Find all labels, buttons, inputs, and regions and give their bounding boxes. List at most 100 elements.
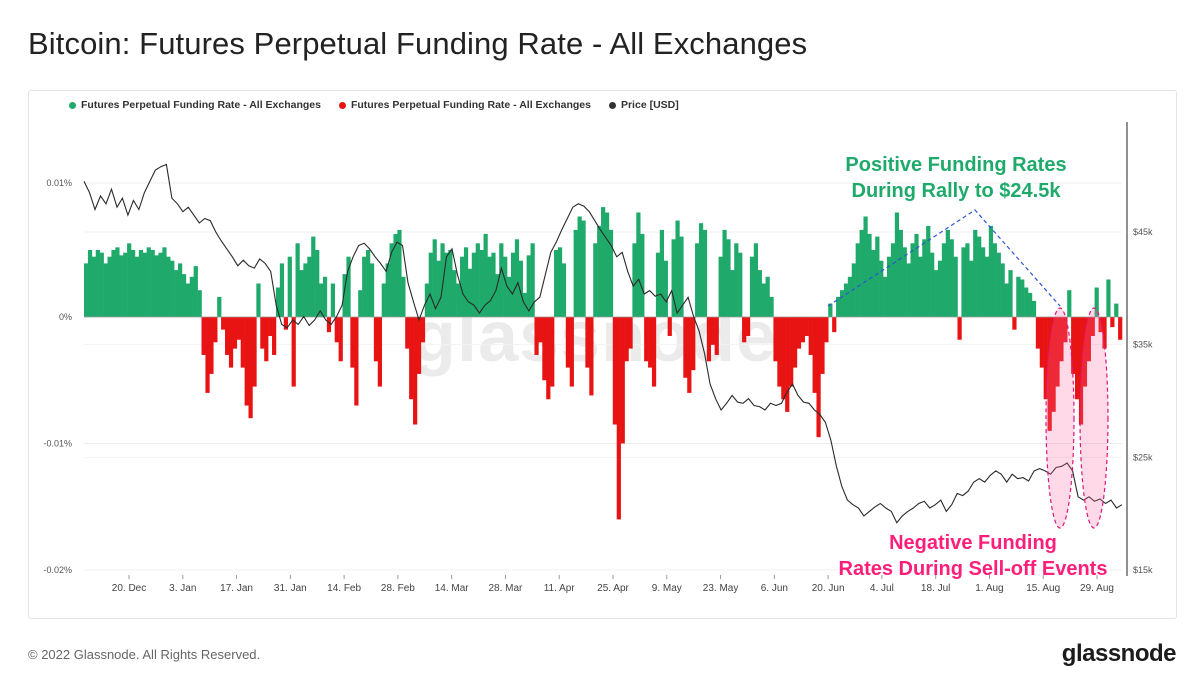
funding-bar-positive (557, 247, 563, 317)
funding-bar-positive (867, 233, 872, 317)
funding-bar-negative (213, 317, 218, 343)
funding-bar-negative (957, 317, 962, 340)
funding-bar-positive (362, 256, 367, 317)
funding-bar-positive (828, 303, 833, 317)
funding-bar-positive (675, 220, 680, 317)
legend-label: Futures Perpetual Funding Rate - All Exc… (81, 99, 321, 111)
funding-bar-positive (898, 229, 903, 317)
funding-bar-negative (413, 317, 418, 425)
funding-bar-positive (969, 260, 974, 317)
funding-bar-negative (706, 317, 712, 362)
funding-bar-negative (742, 317, 747, 343)
funding-bar-positive (679, 236, 684, 317)
funding-bar-negative (546, 317, 551, 400)
legend-dot-green (69, 101, 76, 109)
funding-bar-positive (593, 243, 598, 317)
funding-bar-positive (428, 252, 433, 317)
funding-bar-positive (401, 276, 406, 317)
funding-bar-positive (949, 239, 954, 317)
x-tick-label: 20. Dec (112, 583, 146, 594)
funding-bar-negative (1082, 317, 1088, 387)
funding-bar-positive (847, 276, 853, 317)
funding-bar-negative (1071, 317, 1076, 374)
funding-bar-positive (181, 274, 187, 317)
funding-bar-negative (416, 317, 422, 374)
funding-bar-positive (875, 236, 880, 317)
funding-bar-positive (510, 252, 516, 317)
legend-dot-red (338, 101, 346, 109)
funding-bar-positive (863, 216, 868, 317)
funding-bar-positive (279, 263, 285, 317)
funding-bar-negative (232, 317, 238, 349)
funding-bar-positive (702, 229, 708, 317)
annotation-positive-funding: Positive Funding Rates During Rally to $… (818, 152, 1094, 204)
funding-bar-negative (248, 317, 253, 419)
funding-bar-negative (808, 317, 813, 355)
funding-bar-positive (287, 256, 292, 317)
funding-bar-positive (342, 274, 347, 317)
funding-bar-negative (816, 317, 821, 438)
funding-bar-negative (832, 317, 837, 333)
funding-bar-positive (530, 243, 535, 317)
funding-bar-positive (436, 260, 441, 317)
y-left-tick-label: 0.01% (46, 178, 72, 188)
funding-bar-negative (1012, 317, 1017, 330)
funding-bar-positive (319, 283, 324, 317)
x-tick-label: 15. Aug (1026, 583, 1060, 594)
funding-bar-negative (1047, 317, 1052, 431)
funding-bar-positive (659, 229, 665, 317)
funding-bar-positive (448, 250, 453, 317)
funding-bar-negative (350, 317, 355, 368)
funding-bar-negative (777, 317, 782, 387)
funding-bar-negative (796, 317, 802, 349)
funding-bar-positive (996, 252, 1001, 317)
funding-bar-positive (127, 243, 132, 317)
funding-bar-positive (1031, 300, 1037, 317)
x-tick-label: 28. Feb (381, 583, 415, 594)
funding-bar-positive (1027, 292, 1033, 317)
funding-bar-positive (761, 283, 766, 317)
funding-bar-negative (800, 317, 806, 343)
funding-bar-positive (718, 256, 723, 317)
funding-bar-negative (651, 317, 657, 387)
funding-bar-positive (134, 256, 140, 317)
funding-bar-positive (698, 223, 704, 317)
funding-bar-positive (910, 243, 915, 317)
y-right-tick-label: $25k (1133, 452, 1153, 462)
funding-bar-positive (467, 268, 473, 317)
funding-bar-positive (84, 263, 89, 317)
funding-bar-positive (322, 276, 328, 317)
funding-bar-negative (648, 317, 653, 368)
funding-bar-positive (303, 263, 308, 317)
funding-bar-positive (330, 283, 335, 317)
funding-bar-positive (119, 255, 124, 317)
funding-bar-positive (479, 250, 484, 317)
funding-bar-negative (240, 317, 245, 368)
funding-bar-positive (111, 250, 116, 317)
funding-bar-positive (463, 247, 469, 317)
funding-bar-positive (1000, 263, 1005, 317)
funding-bar-positive (734, 243, 739, 317)
funding-bar-positive (604, 212, 610, 317)
funding-bar-positive (197, 290, 202, 317)
page-title: Bitcoin: Futures Perpetual Funding Rate … (28, 26, 808, 61)
x-tick-label: 3. Jan (169, 583, 196, 594)
funding-bar-negative (542, 317, 547, 381)
chart-panel: Futures Perpetual Funding Rate - All Exc… (28, 90, 1177, 619)
funding-bar-negative (667, 317, 672, 336)
funding-bar-positive (369, 263, 375, 317)
funding-bar-positive (726, 239, 731, 317)
funding-bar-negative (589, 317, 594, 396)
funding-bar-positive (131, 250, 136, 317)
legend-item-negative-funding[interactable]: Futures Perpetual Funding Rate - All Exc… (338, 99, 591, 111)
funding-bar-positive (526, 255, 531, 317)
funding-bar-positive (193, 266, 198, 317)
funding-bar-positive (518, 260, 523, 317)
funding-bar-negative (205, 317, 210, 393)
x-tick-label: 1. Aug (975, 583, 1003, 594)
legend-item-price[interactable]: Price [USD] (608, 99, 679, 111)
funding-bar-positive (977, 236, 982, 317)
funding-bar-positive (174, 270, 179, 317)
legend-item-positive-funding[interactable]: Futures Perpetual Funding Rate - All Exc… (69, 99, 321, 111)
funding-bar-negative (624, 317, 629, 362)
